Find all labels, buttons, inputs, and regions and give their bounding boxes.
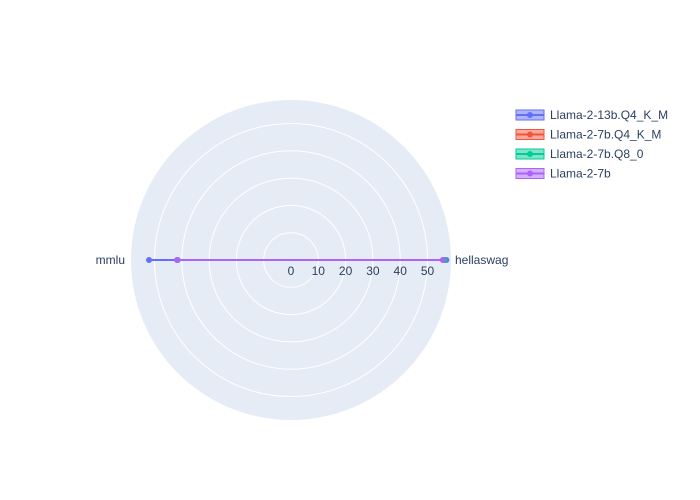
radial-tick-label: 40 <box>394 264 408 278</box>
data-point <box>439 257 446 263</box>
series-layer <box>146 257 450 263</box>
legend-label: Llama-2-13b.Q4_K_M <box>550 108 668 122</box>
legend-marker <box>527 170 533 177</box>
radial-axis: 0 10 20 30 40 50 <box>288 264 435 278</box>
legend-item[interactable]: Llama-2-7b.Q8_0 <box>515 147 644 161</box>
radial-tick-label: 50 <box>421 264 435 278</box>
data-point <box>146 257 153 263</box>
legend-label: Llama-2-7b.Q4_K_M <box>550 128 661 142</box>
legend-item[interactable]: Llama-2-7b <box>515 167 611 181</box>
radial-tick-label: 30 <box>366 264 380 278</box>
radial-tick-label: 20 <box>339 264 353 278</box>
legend-item[interactable]: Llama-2-7b.Q4_K_M <box>515 128 661 142</box>
legend[interactable]: Llama-2-13b.Q4_K_M Llama-2-7b.Q4_K_M Llama… <box>515 108 668 181</box>
legend-item[interactable]: Llama-2-13b.Q4_K_M <box>515 108 668 122</box>
legend-marker <box>527 151 533 157</box>
legend-marker <box>527 112 533 118</box>
data-point <box>174 257 181 263</box>
angular-label-mmlu: mmlu <box>96 253 125 267</box>
angular-axis-labels: hellaswag mmlu <box>96 253 509 267</box>
legend-marker <box>527 131 533 138</box>
angular-label-hellaswag: hellaswag <box>455 253 508 267</box>
radial-tick-label: 10 <box>312 264 326 278</box>
legend-label: Llama-2-7b.Q8_0 <box>550 147 644 161</box>
radial-tick-label: 0 <box>288 264 295 278</box>
legend-label: Llama-2-7b <box>550 167 611 181</box>
